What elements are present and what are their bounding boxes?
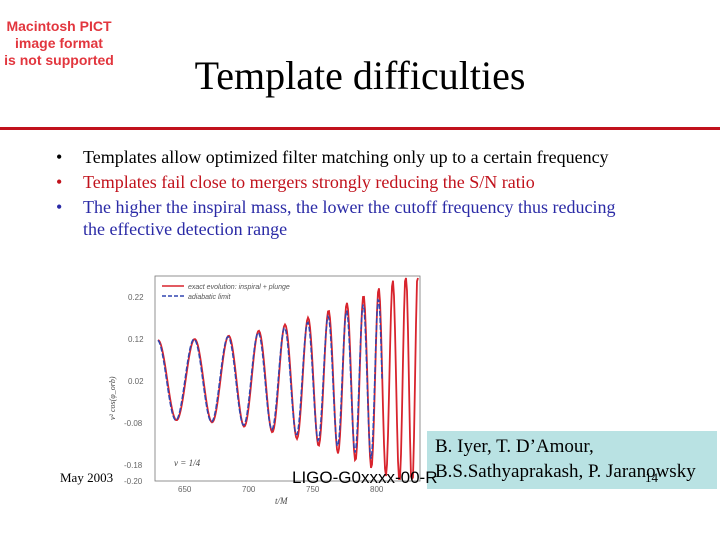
x-axis-label: t/M [275,496,288,506]
bullet-marker: • [56,172,63,192]
waveform-curves [157,277,419,482]
y-tick-label: -0.08 [124,419,143,428]
bullet-text: Templates allow optimized filter matchin… [83,147,609,167]
y-tick-label: 0.02 [128,377,144,386]
pict-notice-line: image format [15,35,103,51]
citation-line: B. Iyer, T. D’Amour, [435,436,594,457]
bullet-item: • The higher the inspiral mass, the lower… [56,196,616,240]
bullet-marker: • [56,147,63,167]
bullet-marker: • [56,197,63,217]
bullet-text: Templates fail close to mergers strongly… [83,172,535,192]
bullet-item: • Templates allow optimized filter matchi… [56,146,616,168]
x-tick-label: 650 [178,485,192,494]
title-divider [0,127,720,130]
pict-notice-line: Macintosh PICT [6,18,112,34]
bullet-list: • Templates allow optimized filter matchi… [56,146,616,243]
y-tick-label: 0.12 [128,335,144,344]
citation-box: B. Iyer, T. D’Amour, B.S.Sathyaprakash, … [427,431,717,489]
bullet-item: • Templates fail close to mergers strongl… [56,171,616,193]
footer-page-number: 14 [645,470,658,485]
y-tick-label: 0.22 [128,293,144,302]
footer-document-id: LIGO-G0xxxx-00-R [292,468,438,487]
pict-unsupported-notice: Macintosh PICT image format is not suppo… [0,18,118,69]
legend-label-exact: exact evolution: inspiral + plunge [188,284,290,291]
adiabatic-limit-curve [157,298,383,459]
y-axis-label: v² cos(φ_orb) [108,376,117,420]
slide-title: Template difficulties [194,53,526,98]
nu-annotation: ν = 1/4 [174,458,201,468]
bullet-text: The higher the inspiral mass, the lower … [83,197,616,239]
citation-line: B.S.Sathyaprakash, P. Jaranowsky [435,461,696,482]
y-tick-label: -0.20 [124,477,143,486]
x-tick-label: 700 [242,485,256,494]
x-tick-label: 750 [306,485,320,494]
footer-date: May 2003 [60,470,114,485]
x-tick-label: 800 [370,485,384,494]
waveform-figure: exact evolution: inspiral + plunge adiab… [100,270,422,538]
legend-label-adiabatic: adiabatic limit [188,294,231,301]
y-tick-label: -0.18 [124,461,143,470]
plot-frame [154,275,421,482]
pict-notice-line: is not supported [4,52,114,68]
